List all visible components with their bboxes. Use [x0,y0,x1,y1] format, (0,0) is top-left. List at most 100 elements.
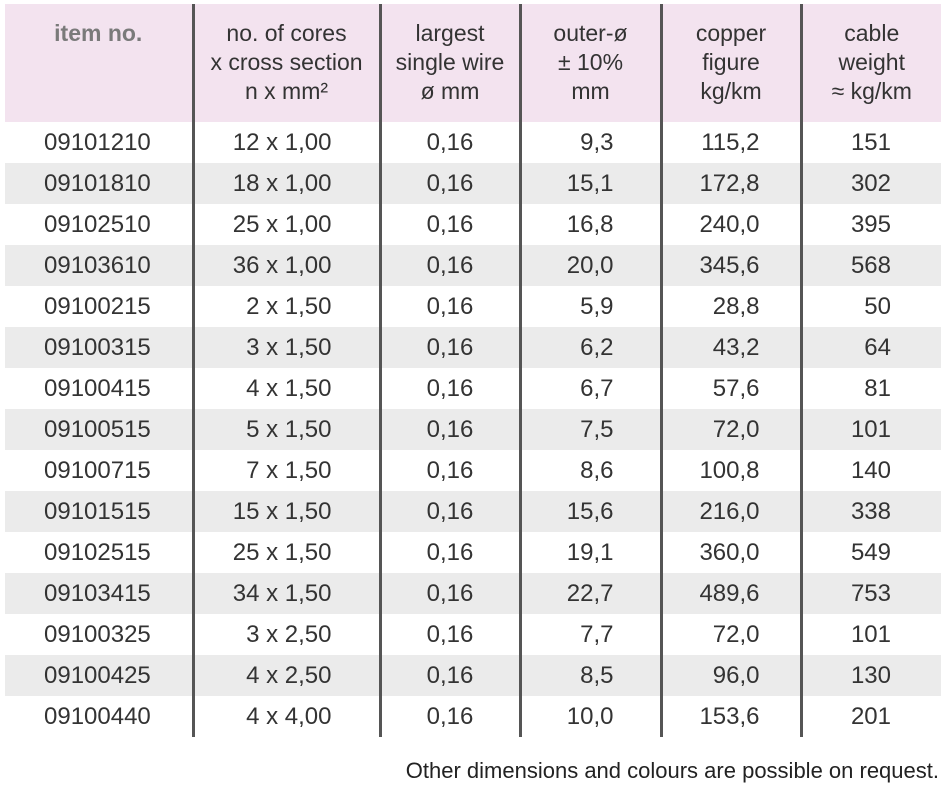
cell-copper-figure: 100,8 [661,450,801,491]
cell-item-no: 09100215 [5,286,193,327]
cell-cores: 12 x 1,00 [193,122,380,163]
cell-cable-weight: 338 [801,491,941,532]
cell-copper-figure: 489,6 [661,573,801,614]
cell-item-no: 09100415 [5,368,193,409]
cell-outer-diameter: 20,0 [520,245,661,286]
cell-cable-weight: 549 [801,532,941,573]
cell-cable-weight: 140 [801,450,941,491]
cell-outer-diameter: 7,5 [520,409,661,450]
header-line: figure [663,48,800,77]
cell-item-no: 09101210 [5,122,193,163]
header-line: ø mm [382,77,519,106]
header-line: n x mm² [195,77,379,106]
cell-item-no: 09102515 [5,532,193,573]
header-line: outer-ø [522,19,660,48]
cell-item-no: 09103610 [5,245,193,286]
header-line: copper [663,19,800,48]
cell-outer-diameter: 8,5 [520,655,661,696]
cell-single-wire: 0,16 [380,532,520,573]
header-line: ≈ kg/km [803,77,941,106]
cell-copper-figure: 43,2 [661,327,801,368]
cell-single-wire: 0,16 [380,245,520,286]
cell-item-no: 09100715 [5,450,193,491]
cell-cores: 5 x 1,50 [193,409,380,450]
cell-copper-figure: 72,0 [661,409,801,450]
cell-cable-weight: 302 [801,163,941,204]
cell-copper-figure: 216,0 [661,491,801,532]
cell-item-no: 09100325 [5,614,193,655]
cell-item-no: 09100440 [5,696,193,737]
cell-outer-diameter: 10,0 [520,696,661,737]
cell-copper-figure: 153,6 [661,696,801,737]
cell-cable-weight: 568 [801,245,941,286]
cell-single-wire: 0,16 [380,573,520,614]
cell-cable-weight: 395 [801,204,941,245]
cell-outer-diameter: 7,7 [520,614,661,655]
cell-single-wire: 0,16 [380,204,520,245]
cell-item-no: 09100515 [5,409,193,450]
cell-copper-figure: 57,6 [661,368,801,409]
header-line: cable [803,19,941,48]
header-label: item no. [5,4,192,48]
cell-single-wire: 0,16 [380,614,520,655]
header-line: item no. [5,19,192,48]
cell-cable-weight: 50 [801,286,941,327]
cell-cores: 25 x 1,00 [193,204,380,245]
cell-cable-weight: 64 [801,327,941,368]
cell-cores: 34 x 1,50 [193,573,380,614]
cell-cores: 15 x 1,50 [193,491,380,532]
cell-outer-diameter: 9,3 [520,122,661,163]
cell-cores: 7 x 1,50 [193,450,380,491]
header-line: single wire [382,48,519,77]
cell-single-wire: 0,16 [380,163,520,204]
cell-copper-figure: 115,2 [661,122,801,163]
cell-cable-weight: 201 [801,696,941,737]
cell-cable-weight: 101 [801,614,941,655]
header-line: weight [803,48,941,77]
header-line: largest [382,19,519,48]
cell-outer-diameter: 19,1 [520,532,661,573]
cell-cores: 3 x 2,50 [193,614,380,655]
header-outer-diameter: outer-ø± 10%mm [520,4,661,122]
cell-item-no: 09100425 [5,655,193,696]
cell-cable-weight: 81 [801,368,941,409]
cell-cable-weight: 130 [801,655,941,696]
cell-cable-weight: 753 [801,573,941,614]
cell-item-no: 09101515 [5,491,193,532]
header-item-no: item no. [5,4,193,122]
cell-cable-weight: 151 [801,122,941,163]
cell-copper-figure: 360,0 [661,532,801,573]
cell-single-wire: 0,16 [380,409,520,450]
header-line: ± 10% [522,48,660,77]
cell-copper-figure: 96,0 [661,655,801,696]
cell-single-wire: 0,16 [380,327,520,368]
header-label: outer-ø± 10%mm [522,4,660,106]
cell-single-wire: 0,16 [380,122,520,163]
cell-cores: 4 x 2,50 [193,655,380,696]
cell-outer-diameter: 6,7 [520,368,661,409]
cell-cores: 25 x 1,50 [193,532,380,573]
cell-outer-diameter: 22,7 [520,573,661,614]
cell-single-wire: 0,16 [380,696,520,737]
footnote: Other dimensions and colours are possibl… [406,756,939,786]
